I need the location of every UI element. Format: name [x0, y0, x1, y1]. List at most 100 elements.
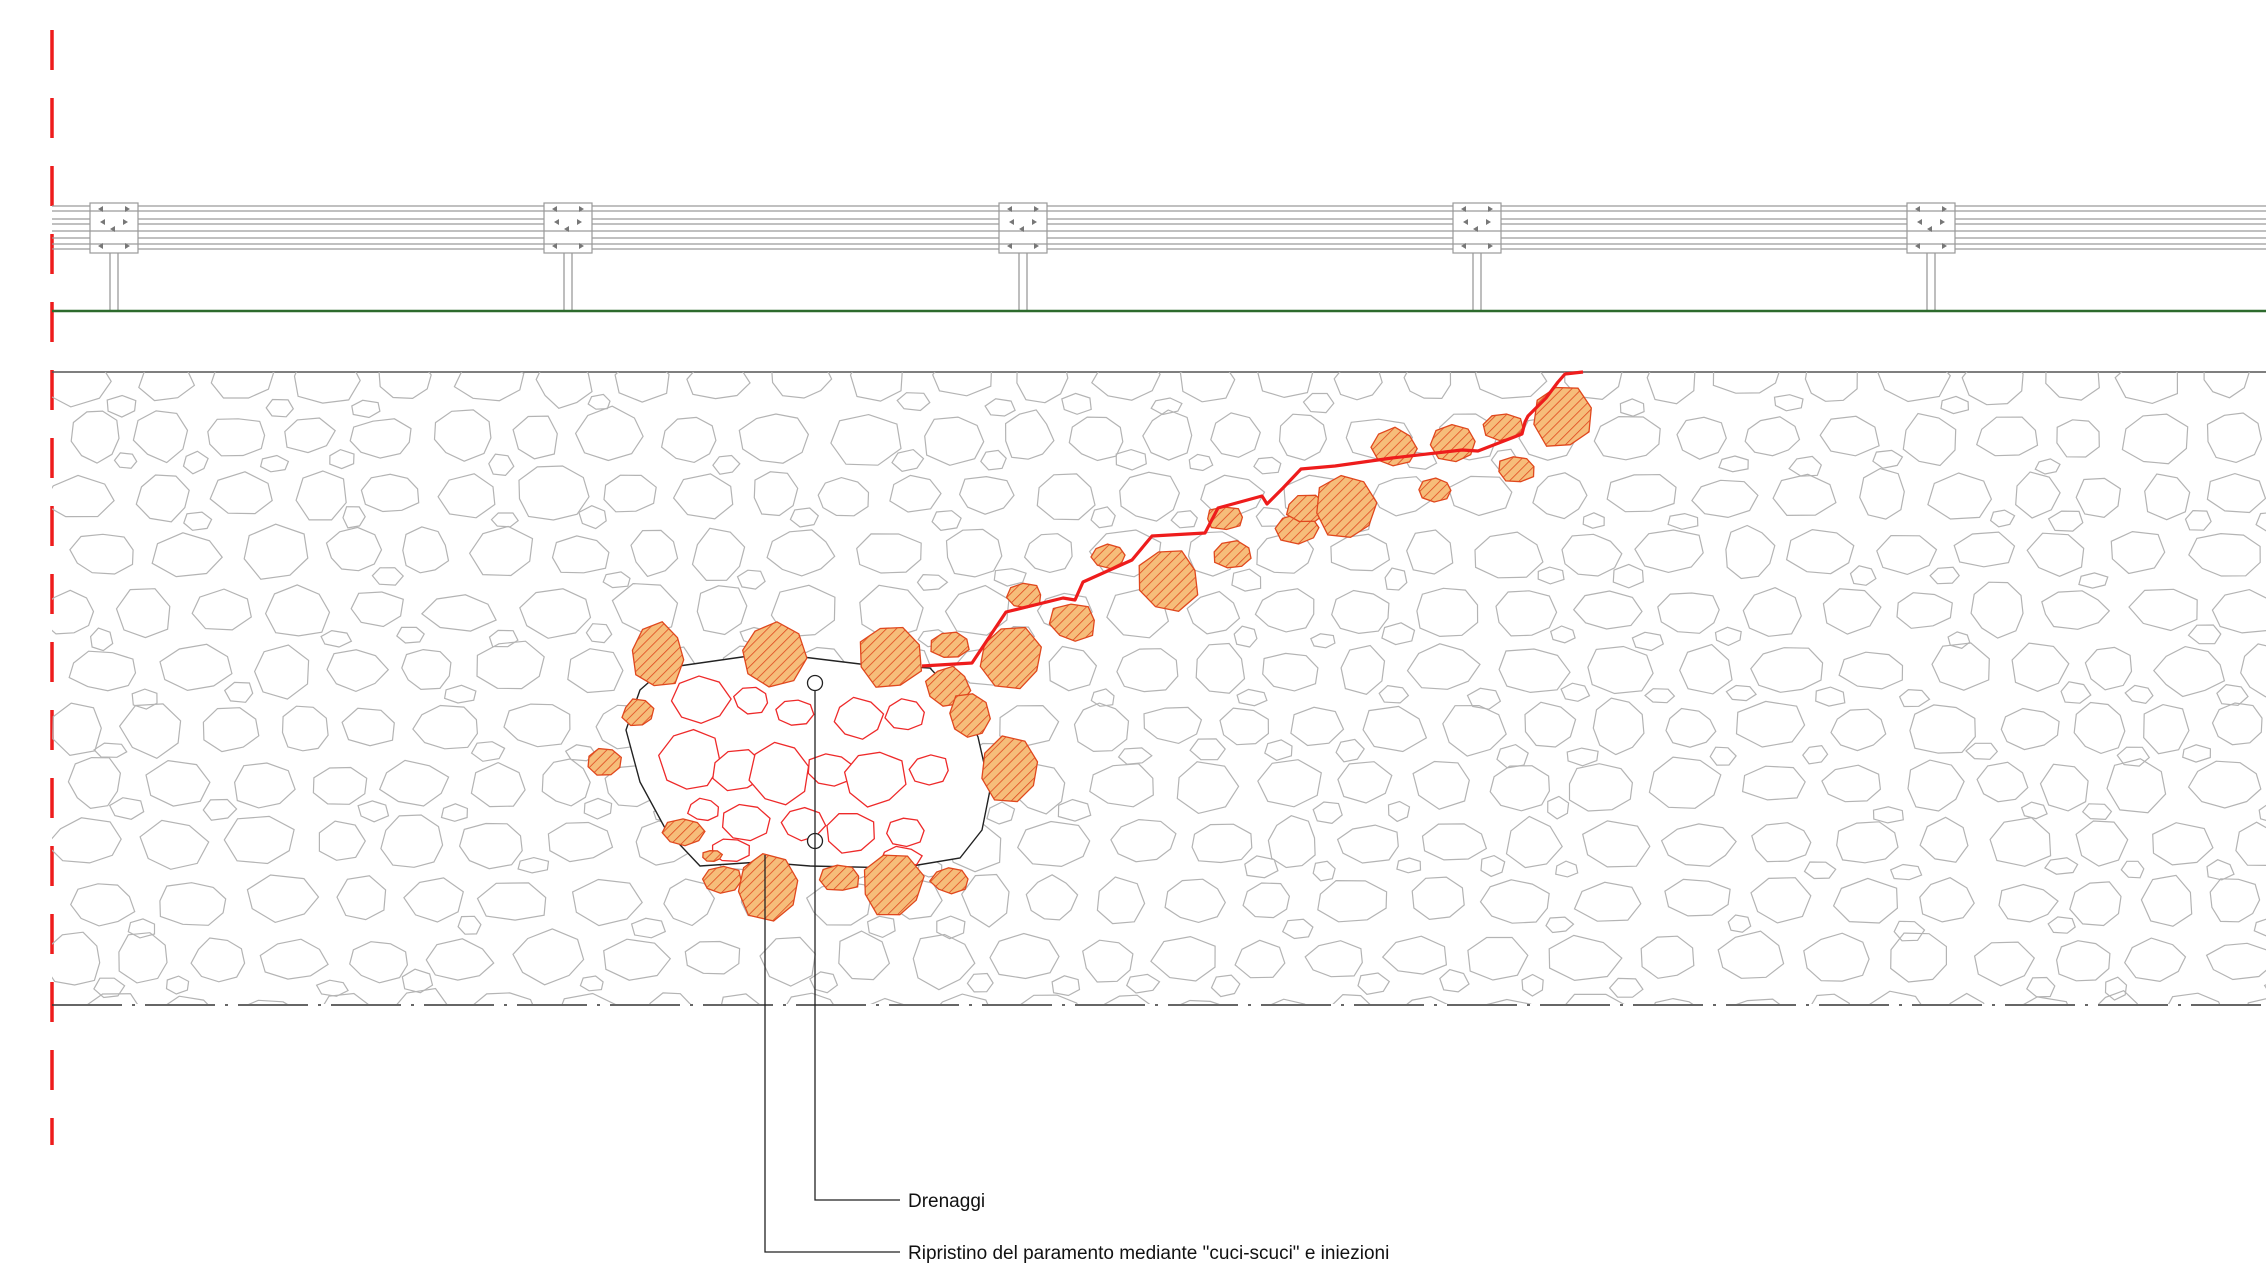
masonry-stone — [1965, 742, 1999, 760]
masonry-stone — [686, 372, 751, 400]
masonry-stone — [420, 594, 497, 632]
masonry-stone — [1735, 700, 1806, 748]
stone-masonry-wall — [52, 372, 2266, 1053]
rebuilt-stone — [843, 751, 907, 808]
masonry-stone — [1742, 587, 1802, 637]
masonry-stone — [293, 372, 361, 404]
masonry-stone — [233, 762, 296, 809]
masonry-stone — [1709, 746, 1737, 766]
masonry-stone — [1524, 701, 1577, 748]
masonry-stone — [351, 399, 381, 419]
masonry-stone — [1845, 1033, 1875, 1051]
masonry-stone — [2104, 976, 2128, 1001]
rebuilt-stone — [732, 686, 769, 715]
masonry-stone — [519, 588, 592, 639]
masonry-stone — [1057, 798, 1092, 822]
masonry-stone — [127, 918, 156, 939]
masonry-stone — [87, 993, 138, 1004]
masonry-stone — [1919, 816, 1969, 863]
masonry-stone — [1219, 707, 1270, 746]
masonry-stone — [1189, 738, 1226, 761]
masonry-stone — [889, 474, 942, 513]
masonry-stone — [1332, 993, 1371, 1004]
masonry-stone — [1929, 566, 1960, 585]
masonry-stone — [453, 372, 525, 402]
masonry-stone — [721, 993, 760, 1004]
masonry-stone — [135, 474, 190, 523]
masonry-stone — [1317, 879, 1388, 923]
masonry-stone — [315, 979, 349, 997]
masonry-stone — [1257, 372, 1314, 399]
masonry-stone — [2075, 820, 2129, 867]
masonry-stone — [1505, 815, 1563, 869]
masonry-stone — [1949, 992, 1985, 1004]
masonry-stone — [1188, 453, 1214, 472]
masonry-stone — [1335, 738, 1365, 763]
masonry-stone — [2247, 998, 2266, 1004]
masonry-stone — [1565, 993, 1625, 1004]
masonry-stone — [108, 797, 145, 820]
masonry-stone — [614, 372, 670, 403]
rebuilt-stone — [885, 817, 925, 848]
masonry-stone — [1236, 688, 1268, 707]
masonry-stone — [1186, 590, 1241, 635]
masonry-stone — [986, 801, 1016, 825]
masonry-stone — [2184, 509, 2212, 531]
masonry-stone — [1521, 973, 1544, 997]
masonry-stone — [2047, 510, 2084, 532]
masonry-stone — [587, 393, 611, 410]
masonry-stone — [1896, 592, 1953, 629]
masonry-stone — [341, 707, 395, 747]
masonry-stone — [1025, 874, 1079, 921]
masonry-stone — [70, 883, 136, 927]
masonry-stone — [1953, 531, 2016, 568]
masonry-stone — [476, 882, 547, 921]
masonry-stone — [672, 473, 734, 520]
masonry-stone — [980, 449, 1007, 471]
masonry-stone — [396, 987, 448, 1004]
masonry-stone — [425, 938, 495, 981]
masonry-stone — [488, 453, 515, 477]
masonry-stone — [2121, 413, 2189, 465]
masonry-stone — [323, 992, 369, 1004]
masonry-stone — [1788, 455, 1823, 477]
masonry-stone — [1020, 994, 1078, 1004]
masonry-stone — [1998, 883, 2059, 923]
masonry-stone — [966, 972, 994, 993]
masonry-stone — [1718, 455, 1749, 473]
masonry-stone — [896, 392, 931, 412]
masonry-stone — [583, 797, 613, 820]
damaged-stone — [1213, 540, 1252, 569]
masonry-stone — [1416, 587, 1479, 638]
masonry-stone — [1849, 565, 1877, 586]
masonry-stone — [284, 417, 336, 454]
masonry-stone — [1909, 704, 1976, 754]
masonry-stone — [585, 623, 613, 644]
masonry-stone — [296, 1037, 319, 1053]
masonry-stone — [183, 511, 213, 531]
masonry-stone — [2216, 683, 2249, 707]
rebuilt-stone — [721, 803, 771, 842]
masonry-stone — [1115, 448, 1147, 471]
masonry-stone — [401, 968, 434, 994]
masonry-stone — [689, 1036, 716, 1053]
masonry-stone — [1068, 416, 1124, 462]
masonry-stone — [1406, 643, 1481, 690]
masonry-stone — [1750, 647, 1824, 693]
masonry-stone — [1048, 645, 1098, 692]
masonry-stone — [1549, 625, 1576, 644]
masonry-stone — [1442, 704, 1507, 757]
masonry-stone — [1125, 973, 1161, 994]
masonry-stone — [52, 931, 101, 986]
masonry-stone — [470, 761, 526, 808]
masonry-stone — [2128, 588, 2198, 632]
masonry-stone — [1660, 823, 1737, 867]
masonry-stone — [2206, 412, 2263, 464]
masonry-stone — [1741, 765, 1806, 801]
masonry-stone — [470, 741, 506, 762]
masonry-stone — [630, 917, 667, 939]
masonry-stone — [320, 629, 353, 648]
damaged-stone — [742, 621, 808, 688]
masonry-stone — [1970, 581, 2024, 639]
masonry-stone — [1387, 800, 1411, 823]
